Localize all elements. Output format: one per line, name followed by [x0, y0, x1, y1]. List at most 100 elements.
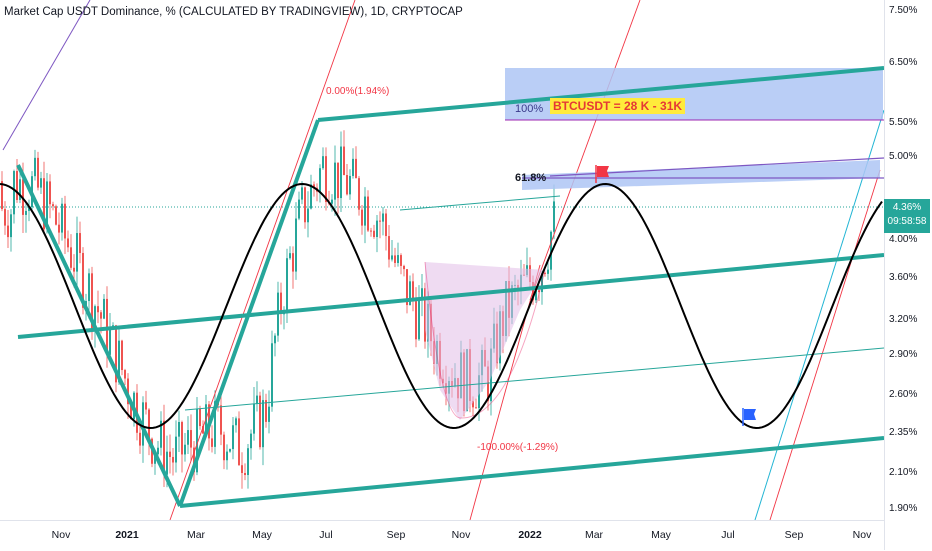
- candle-body: [163, 420, 165, 475]
- channel-top-thick: [317, 66, 884, 122]
- x-tick-label: Jul: [319, 529, 333, 541]
- candle-body: [94, 306, 96, 330]
- x-tick-label: Nov: [852, 529, 872, 541]
- candle-body: [211, 438, 213, 447]
- candle-body: [322, 156, 324, 169]
- candle-body: [286, 258, 288, 314]
- candle-body: [472, 400, 474, 408]
- candle-body: [232, 425, 234, 450]
- cup-shade: [425, 262, 545, 420]
- candle-body: [193, 447, 195, 473]
- candle-body: [181, 422, 183, 455]
- candle-body: [100, 312, 102, 319]
- candle-body: [238, 418, 240, 466]
- candle-body: [553, 201, 555, 232]
- cup-curve: [424, 261, 546, 419]
- candle-body: [148, 409, 150, 439]
- candle-body: [262, 400, 264, 448]
- candle-body: [70, 247, 72, 268]
- drawings-layer: [0, 0, 884, 520]
- channel-bottom-thick: [179, 436, 884, 508]
- candle-body: [400, 255, 402, 266]
- candle-body: [418, 298, 420, 340]
- candle-body: [91, 273, 93, 330]
- x-tick-label: Nov: [451, 529, 471, 541]
- candle-body: [340, 146, 342, 199]
- candle-body: [535, 290, 537, 301]
- y-tick-label: 1.90%: [889, 503, 918, 514]
- candle-body: [382, 213, 384, 222]
- candle-body: [202, 426, 204, 434]
- candle-body: [547, 269, 549, 274]
- candle-body: [415, 301, 417, 340]
- y-tick-label: 2.90%: [889, 349, 918, 360]
- y-tick-label: 4.00%: [889, 234, 918, 245]
- candle-body: [334, 162, 336, 200]
- candle-body: [271, 343, 273, 407]
- x-tick-label: 2022: [518, 529, 542, 541]
- candle-body: [145, 402, 147, 410]
- candle-body: [247, 448, 249, 476]
- candle-body: [229, 449, 231, 452]
- candle-body: [355, 158, 357, 179]
- candle-body: [19, 179, 21, 200]
- candle-body: [58, 224, 60, 233]
- candle-body: [109, 328, 111, 355]
- x-tick-label: Mar: [584, 529, 604, 541]
- candle-body: [385, 213, 387, 237]
- candle-body: [295, 218, 297, 272]
- candle-body: [304, 187, 306, 223]
- candle-body: [325, 156, 327, 203]
- candle-body: [76, 233, 78, 272]
- sine-cycle-curve: [0, 182, 883, 430]
- candle-body: [487, 366, 489, 402]
- candle-body: [475, 407, 477, 409]
- candle-body: [241, 465, 243, 474]
- candle-body: [103, 298, 105, 319]
- candle-body: [538, 290, 540, 293]
- candle-body: [16, 171, 18, 200]
- candle-body: [124, 370, 126, 379]
- candle-body: [97, 306, 99, 313]
- candle-body: [250, 433, 252, 449]
- chart-title: Market Cap USDT Dominance, % (CALCULATED…: [4, 6, 463, 18]
- fib-label-top: 0.00%(1.94%): [326, 86, 390, 97]
- candle-body: [25, 210, 27, 215]
- y-tick-label: 7.50%: [889, 5, 918, 16]
- y-tick-label: 6.50%: [889, 57, 918, 68]
- x-tick-label: Mar: [186, 529, 206, 541]
- candle-body: [301, 187, 303, 200]
- candle-body: [166, 451, 168, 475]
- candle-body: [313, 184, 315, 188]
- candle-body: [184, 444, 186, 455]
- fib-label-bottom: -100.00%(-1.29%): [477, 442, 559, 453]
- candle-body: [343, 146, 345, 176]
- candle-body: [280, 292, 282, 315]
- candle-body: [130, 404, 132, 420]
- candle-body: [178, 422, 180, 437]
- x-tick-label: 2021: [115, 529, 139, 541]
- candle-body: [88, 273, 90, 301]
- candle-body: [358, 178, 360, 210]
- candle-body: [550, 231, 552, 270]
- candle-body: [244, 473, 246, 476]
- y-tick-label: 2.35%: [889, 427, 918, 438]
- channel-mid-thin: [184, 347, 884, 411]
- candle-body: [253, 403, 255, 434]
- fib-red-line-2: [529, 0, 641, 301]
- y-axis: [884, 0, 932, 550]
- candle-body: [412, 281, 414, 302]
- red-flag-icon: [595, 165, 609, 183]
- candle-body: [115, 325, 117, 383]
- fib-label-100: 100%: [515, 103, 544, 115]
- candle-body: [289, 253, 291, 259]
- x-tick-label: Jul: [721, 529, 735, 541]
- y-tick-label: 5.00%: [889, 151, 918, 162]
- candle-body: [28, 207, 30, 211]
- candle-body: [223, 434, 225, 461]
- candle-body: [268, 406, 270, 422]
- candle-body: [190, 430, 192, 448]
- candle-body: [544, 272, 546, 274]
- candle-body: [373, 230, 375, 238]
- last-price-tag: 4.36% 09:58:58: [884, 199, 930, 233]
